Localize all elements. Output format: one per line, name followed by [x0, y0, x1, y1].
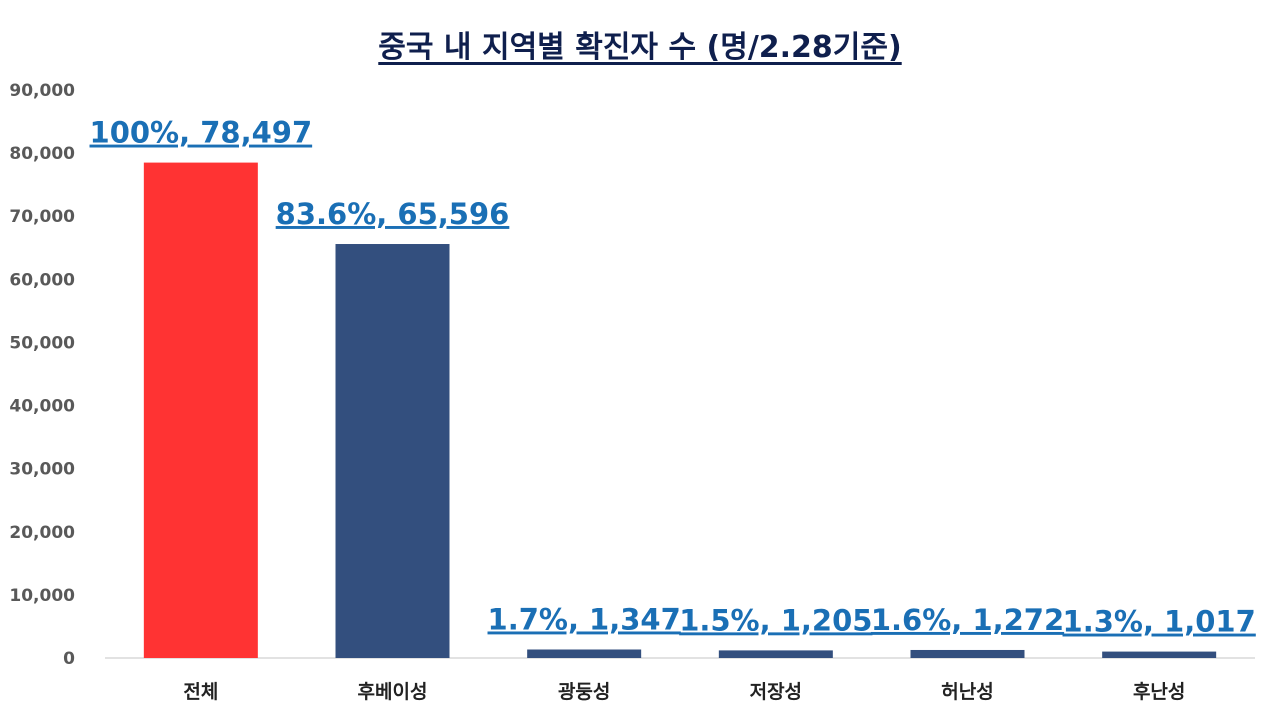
x-tick-label: 후난성 [1133, 681, 1185, 703]
x-tick-label: 허난성 [941, 681, 993, 703]
bar [335, 244, 450, 658]
x-axis: 전체 후베이성 광둥성 저장성 허난성 후난성 [183, 681, 1185, 703]
bar [718, 650, 833, 658]
data-labels: 100%, 78,497 83.6%, 65,596 1.7%, 1,3471.5%… [90, 116, 1256, 639]
bar [527, 649, 642, 658]
bar [910, 649, 1025, 658]
y-tick-label: 20,000 [9, 523, 75, 543]
y-tick-label: 90,000 [9, 81, 75, 101]
y-tick-label: 10,000 [9, 586, 75, 606]
y-tick-label: 70,000 [9, 207, 75, 227]
bar [1102, 651, 1217, 658]
y-tick-label: 0 [63, 649, 75, 669]
data-label: 1.5%, 1,205 [679, 603, 872, 637]
y-tick-label: 40,000 [9, 397, 75, 417]
bars [143, 162, 1217, 658]
x-tick-label: 후베이성 [358, 681, 428, 703]
x-tick-label: 저장성 [750, 681, 802, 703]
chart-title: 중국 내 지역별 확진자 수 (명/2.28기준) [378, 30, 902, 65]
x-tick-label: 전체 [183, 681, 218, 703]
bar [143, 162, 258, 658]
data-label: 83.6%, 65,596 [276, 197, 510, 231]
y-tick-label: 60,000 [9, 270, 75, 290]
data-label: 1.7%, 1,347 [488, 602, 681, 636]
y-tick-label: 80,000 [9, 144, 75, 164]
data-label: 1.3%, 1,017 [1063, 605, 1256, 639]
y-axis: 0 10,000 20,000 30,000 40,000 50,000 60,000 70,… [9, 81, 75, 669]
data-label: 100%, 78,497 [90, 116, 313, 150]
y-tick-label: 50,000 [9, 333, 75, 353]
y-tick-label: 30,000 [9, 460, 75, 480]
data-label: 1.6%, 1,272 [871, 603, 1064, 637]
x-tick-label: 광둥성 [558, 681, 610, 703]
